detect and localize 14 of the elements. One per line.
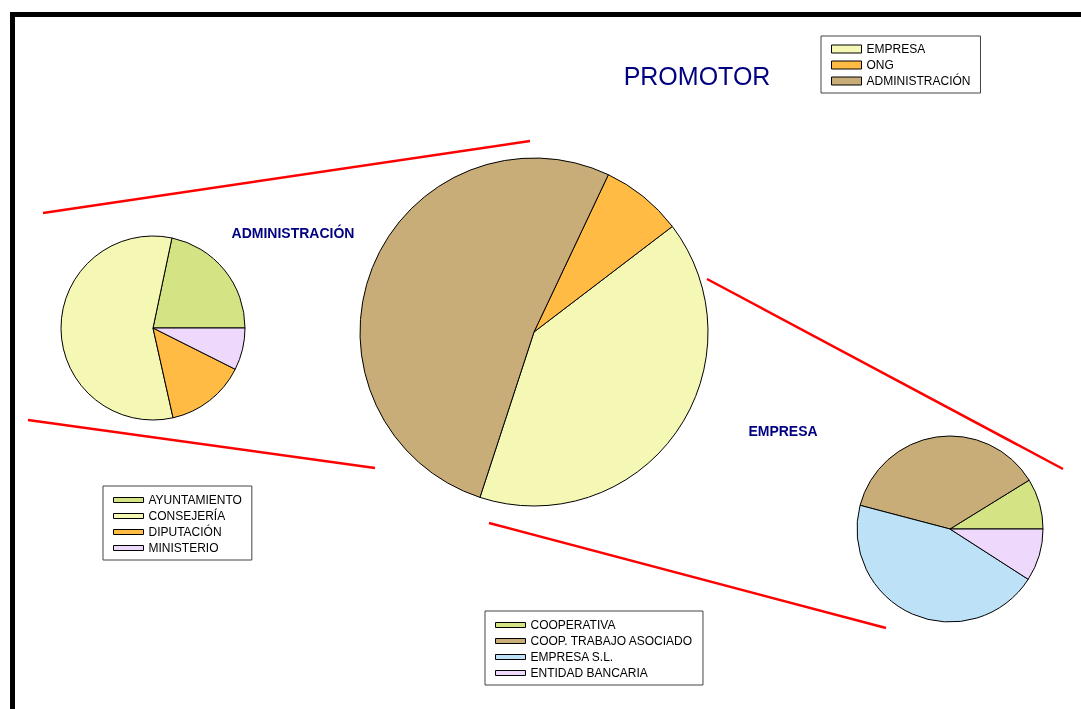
legend-label: ENTIDAD BANCARIA bbox=[530, 666, 648, 680]
legend-label: ONG bbox=[866, 58, 894, 72]
legend-label: EMPRESA S.L. bbox=[530, 650, 614, 664]
legend-label: AYUNTAMIENTO bbox=[148, 493, 242, 507]
legend-label: COOPERATIVA bbox=[530, 618, 616, 632]
legend-label: MINISTERIO bbox=[148, 541, 219, 555]
legend-label: CONSEJERÍA bbox=[148, 508, 226, 523]
chart-title: EMPRESA bbox=[748, 423, 818, 439]
legend-label: ADMINISTRACIÓN bbox=[866, 73, 971, 88]
text: ADMINISTRACIÓN bbox=[231, 224, 355, 241]
legend-label: DIPUTACIÓN bbox=[148, 524, 222, 539]
text: PROMOTOR bbox=[623, 61, 771, 90]
legend-label: COOP. TRABAJO ASOCIADO bbox=[530, 634, 693, 648]
legend-label: EMPRESA bbox=[866, 42, 926, 56]
